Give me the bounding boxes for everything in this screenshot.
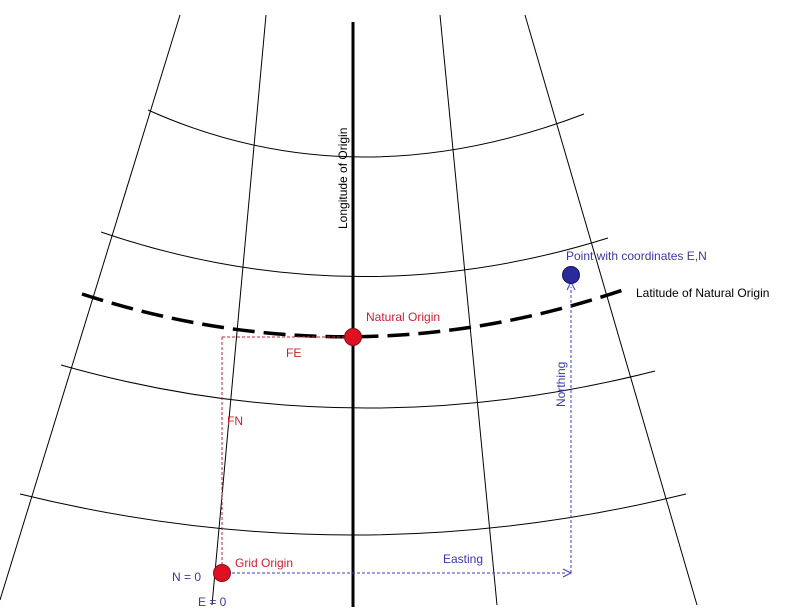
- parallel-1: [147, 109, 585, 158]
- false-offset-guides: [221, 336, 346, 566]
- natural-origin-marker: [344, 328, 362, 346]
- northing-label: Northing: [554, 362, 568, 407]
- parallel-3: [60, 364, 656, 409]
- fn-label: FN: [227, 414, 243, 428]
- meridian-lines: [0, 14, 698, 606]
- e-zero-label: E = 0: [198, 595, 227, 609]
- coordinate-guides: [232, 280, 576, 578]
- fe-label: FE: [286, 346, 301, 360]
- easting-label: Easting: [443, 552, 483, 566]
- latitude-of-natural-origin-line: [81, 287, 627, 339]
- grid-origin-label: Grid Origin: [235, 556, 293, 570]
- latitude-of-natural-origin-label: Latitude of Natural Origin: [636, 286, 769, 300]
- grid-origin-marker: [213, 564, 231, 582]
- meridian-left: [211, 14, 267, 606]
- meridian-right: [439, 14, 498, 606]
- point-en-marker: [562, 266, 580, 284]
- longitude-of-origin-label: Longitude of Origin: [336, 128, 350, 229]
- meridian-far-right: [524, 14, 698, 606]
- point-en-label: Point with coordinates E,N: [566, 249, 707, 263]
- meridian-far-left: [0, 14, 181, 601]
- natural-origin-label: Natural Origin: [366, 310, 440, 324]
- n-zero-label: N = 0: [172, 570, 201, 584]
